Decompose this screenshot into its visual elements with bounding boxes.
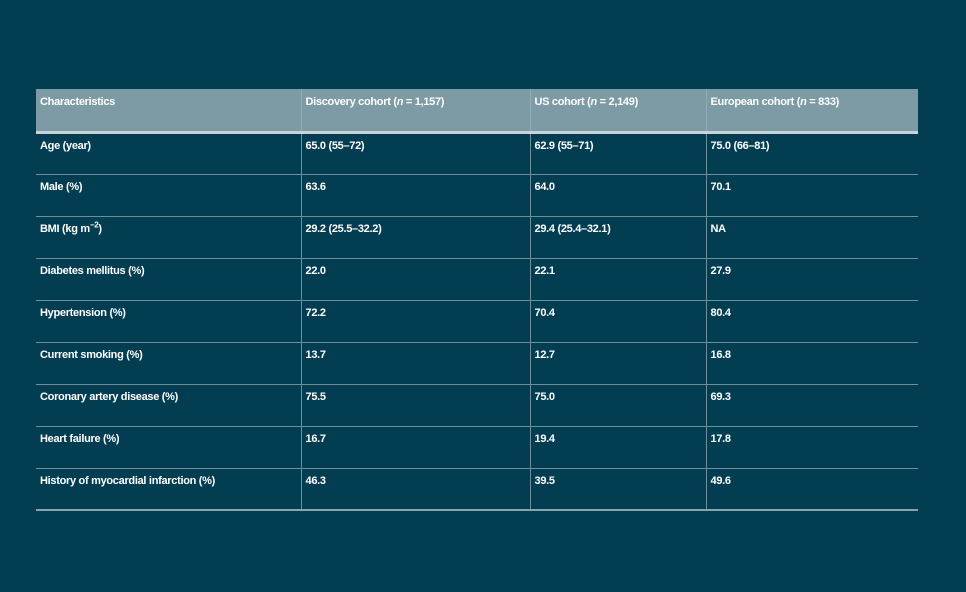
us-value: 12.7 (529, 342, 706, 385)
discovery-value: 75.5 (300, 384, 530, 427)
us-value: 62.9 (55–71) (529, 132, 706, 175)
cohort-characteristics-table: Characteristics Discovery cohort (n = 1,… (36, 89, 918, 511)
row-label: History of myocardial infarction (%) (36, 468, 301, 511)
us-value: 39.5 (529, 468, 706, 511)
us-value: 75.0 (529, 384, 706, 427)
discovery-value: 29.2 (25.5–32.2) (300, 216, 530, 259)
discovery-value: 65.0 (55–72) (300, 132, 530, 175)
row-label: Hypertension (%) (36, 300, 301, 343)
header-characteristics: Characteristics (36, 89, 301, 134)
table-row: Hypertension (%) 72.2 70.4 80.4 (36, 300, 918, 343)
header-row: Characteristics Discovery cohort (n = 1,… (36, 89, 918, 134)
discovery-value: 72.2 (300, 300, 530, 343)
header-european-cohort: European cohort (n = 833) (705, 89, 918, 134)
table-row: Current smoking (%) 13.7 12.7 16.8 (36, 342, 918, 385)
table-header: Characteristics Discovery cohort (n = 1,… (36, 89, 918, 134)
discovery-value: 16.7 (300, 426, 530, 469)
discovery-value: 22.0 (300, 258, 530, 301)
european-value: 69.3 (705, 384, 918, 427)
discovery-value: 63.6 (300, 174, 530, 217)
row-label: Heart failure (%) (36, 426, 301, 469)
table-row: Heart failure (%) 16.7 19.4 17.8 (36, 426, 918, 469)
us-value: 70.4 (529, 300, 706, 343)
european-value: 80.4 (705, 300, 918, 343)
row-label: Age (year) (36, 132, 301, 175)
row-label: Coronary artery disease (%) (36, 384, 301, 427)
european-value: 17.8 (705, 426, 918, 469)
row-label: Male (%) (36, 174, 301, 217)
european-value: 70.1 (705, 174, 918, 217)
european-value: 75.0 (66–81) (705, 132, 918, 175)
table-row: Age (year) 65.0 (55–72) 62.9 (55–71) 75.… (36, 132, 918, 175)
us-value: 29.4 (25.4–32.1) (529, 216, 706, 259)
european-value: 27.9 (705, 258, 918, 301)
table-row: Coronary artery disease (%) 75.5 75.0 69… (36, 384, 918, 427)
us-value: 19.4 (529, 426, 706, 469)
table-row: BMI (kg m−2) 29.2 (25.5–32.2) 29.4 (25.4… (36, 216, 918, 259)
row-label: BMI (kg m−2) (36, 216, 301, 259)
table-body: Age (year) 65.0 (55–72) 62.9 (55–71) 75.… (36, 132, 918, 511)
header-discovery-cohort: Discovery cohort (n = 1,157) (300, 89, 530, 134)
european-value: NA (705, 216, 918, 259)
row-label: Diabetes mellitus (%) (36, 258, 301, 301)
discovery-value: 13.7 (300, 342, 530, 385)
us-value: 64.0 (529, 174, 706, 217)
row-label: Current smoking (%) (36, 342, 301, 385)
discovery-value: 46.3 (300, 468, 530, 511)
header-us-cohort: US cohort (n = 2,149) (529, 89, 706, 134)
table-row: Diabetes mellitus (%) 22.0 22.1 27.9 (36, 258, 918, 301)
table-row: History of myocardial infarction (%) 46.… (36, 468, 918, 511)
european-value: 16.8 (705, 342, 918, 385)
european-value: 49.6 (705, 468, 918, 511)
table-row: Male (%) 63.6 64.0 70.1 (36, 174, 918, 217)
us-value: 22.1 (529, 258, 706, 301)
